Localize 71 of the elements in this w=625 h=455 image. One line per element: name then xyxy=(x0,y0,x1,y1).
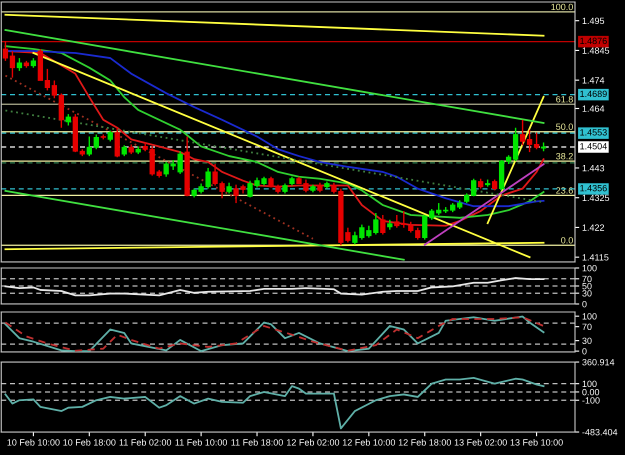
y-tick-label: 360.914 xyxy=(582,359,614,366)
y-tick-label: 1.4325 xyxy=(582,194,610,202)
candlestick xyxy=(520,119,526,146)
y-tick-label: 100 xyxy=(582,380,597,388)
x-tick-label: 10 Feb 10:00 xyxy=(7,438,60,446)
ref-line-label: 1.4356 xyxy=(580,184,607,192)
y-tick-label: 1.422 xyxy=(582,224,604,231)
candlestick xyxy=(219,180,225,199)
candlestick xyxy=(122,144,127,157)
candlestick xyxy=(114,127,120,158)
candlestick xyxy=(2,40,8,62)
annotation: 61.8 xyxy=(556,96,573,102)
candlestick xyxy=(254,176,260,188)
annotation: 100.0 xyxy=(551,4,573,10)
y-tick-label: 1.474 xyxy=(582,77,604,84)
candlestick xyxy=(247,180,253,198)
y-tick-label: 1.443 xyxy=(582,164,604,172)
x-tick-label: 11 Feb 10:00 xyxy=(176,438,228,446)
line-series xyxy=(4,277,544,296)
line-series xyxy=(4,376,544,430)
y-tick-label: 100 xyxy=(582,264,597,272)
x-tick-label: 12 Feb 10:00 xyxy=(342,438,396,446)
y-tick-label: 50 xyxy=(582,282,592,290)
candlestick xyxy=(317,182,323,194)
annotation: 50.0 xyxy=(556,124,573,130)
candlestick xyxy=(128,144,134,155)
y-tick-label: 30 xyxy=(582,290,592,297)
y-tick-label: -483.404 xyxy=(582,428,618,436)
y-tick-label: 70 xyxy=(582,324,592,330)
x-tick-label: 13 Feb 10:00 xyxy=(510,438,563,446)
candlestick xyxy=(212,163,218,186)
y-tick-label: 70 xyxy=(582,276,592,282)
candlestick xyxy=(526,129,532,153)
candlestick xyxy=(387,219,392,230)
candlestick xyxy=(108,130,113,142)
x-tick-label: 11 Feb 18:00 xyxy=(231,438,283,446)
x-tick-label: 12 Feb 02:00 xyxy=(287,438,340,446)
candlestick xyxy=(10,50,16,78)
y-tick-label: 0 xyxy=(582,300,587,308)
candlestick xyxy=(226,182,232,194)
ref-line-label: 1.4689 xyxy=(580,90,607,98)
y-tick-label: 1.4115 xyxy=(582,254,609,261)
x-tick-label: 13 Feb 02:00 xyxy=(454,438,507,446)
annotation: 38.2 xyxy=(556,152,573,160)
candlestick xyxy=(534,132,540,150)
annotation: 0.0 xyxy=(561,237,573,244)
x-tick-label: 12 Feb 18:00 xyxy=(398,438,451,446)
candlestick xyxy=(380,214,386,236)
annotation: 23.6 xyxy=(556,187,573,194)
candlestick xyxy=(233,184,239,204)
y-tick-label: 1.464 xyxy=(582,105,604,112)
y-tick-label: 1.495 xyxy=(582,18,604,24)
candlestick xyxy=(268,176,274,188)
candlestick xyxy=(30,57,36,68)
ref-line-label: 1.4504 xyxy=(580,143,607,150)
x-tick-label: 10 Feb 18:00 xyxy=(63,438,116,446)
candlestick xyxy=(282,182,288,194)
y-tick-label: 100 xyxy=(582,313,597,320)
x-tick-label: 11 Feb 02:00 xyxy=(120,438,172,446)
y-tick-label: 30 xyxy=(582,338,592,344)
y-tick-label: 0 xyxy=(582,348,587,354)
y-tick-label: -100 xyxy=(582,397,600,404)
candlestick xyxy=(303,178,309,194)
y-tick-label: 1.4845 xyxy=(582,47,610,54)
candlestick xyxy=(492,178,498,192)
candlestick xyxy=(66,113,71,126)
candlestick xyxy=(478,178,484,190)
y-tick-label: 0.00 xyxy=(582,388,600,396)
ref-line-label: 1.4553 xyxy=(580,129,607,136)
candlestick xyxy=(16,57,22,72)
ref-line-label: 1.4876 xyxy=(580,38,607,44)
